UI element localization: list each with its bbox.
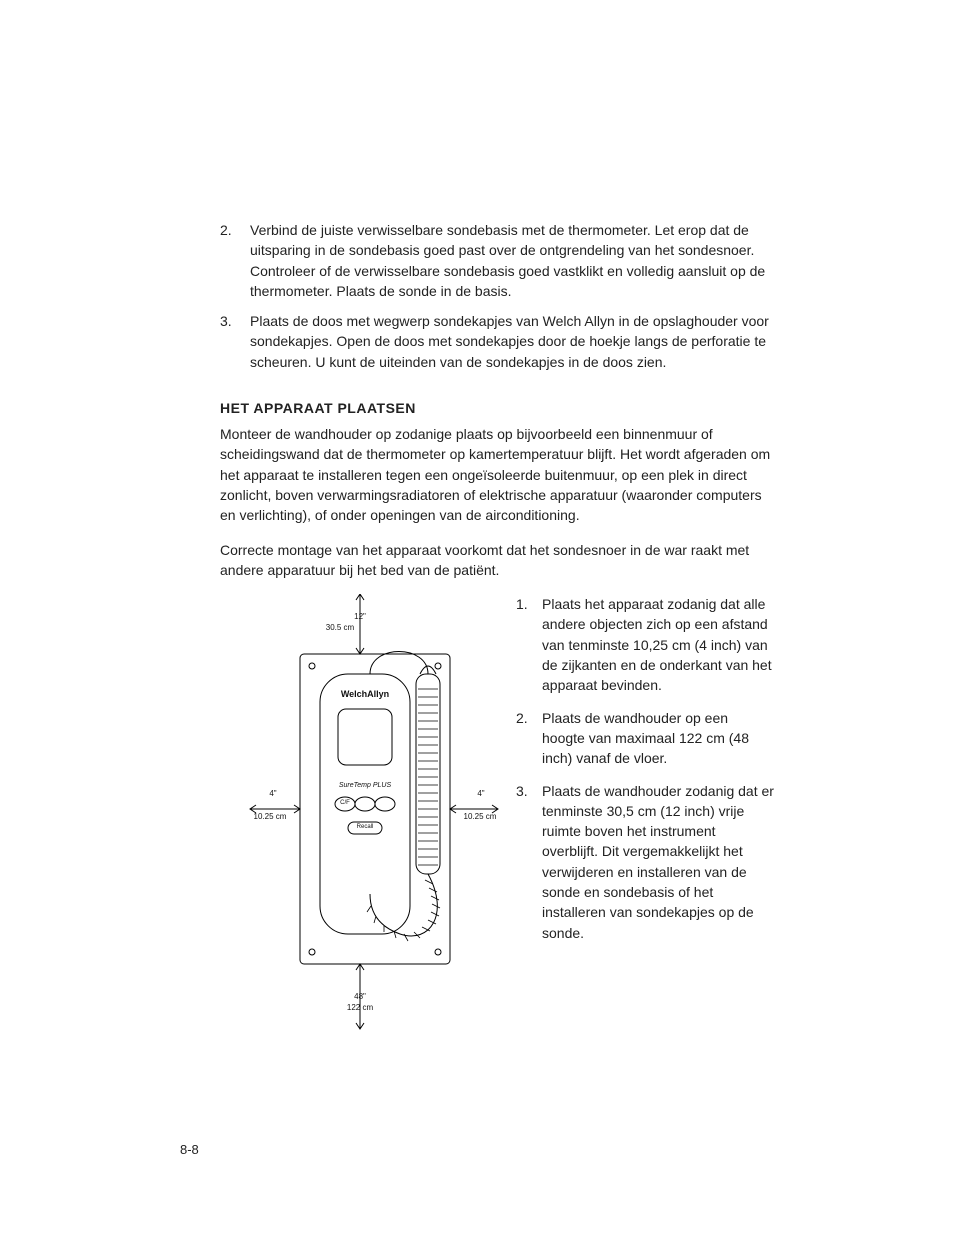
diagram-svg [220,594,500,1074]
dim-bottom-cm: 122 cm [332,1003,388,1012]
dim-right-cm: 10.25 cm [450,812,510,821]
recall-button-label: Recall [350,824,380,831]
list-item: 2. Plaats de wandhouder op een hoogte va… [516,708,774,769]
paragraph: Correcte montage van het apparaat voorko… [220,540,774,581]
page-number: 8-8 [180,1142,199,1157]
placement-steps: 1. Plaats het apparaat zodanig dat alle … [500,594,774,1074]
cf-button-label: C/F [336,800,354,807]
list-item: 1. Plaats het apparaat zodanig dat alle … [516,594,774,695]
document-page: 2. Verbind de juiste verwisselbare sonde… [0,0,954,1235]
list-item: 2. Verbind de juiste verwisselbare sonde… [220,220,774,301]
list-number: 3. [516,781,542,943]
device-brand: WelchAllyn [330,689,400,699]
list-item: 3. Plaats de doos met wegwerp sondekapje… [220,311,774,372]
list-text: Plaats de wandhouder zodanig dat er tenm… [542,781,774,943]
list-text: Plaats de wandhouder op een hoogte van m… [542,708,774,769]
dim-left-inches: 4" [248,789,298,798]
list-number: 2. [516,708,542,769]
dim-right-inches: 4" [456,789,506,798]
figure-column: 12" 30.5 cm 4" 10.25 cm 4" 10.25 cm 48" … [220,594,500,1074]
list-text: Verbind de juiste verwisselbare sondebas… [250,220,774,301]
dim-top-cm: 30.5 cm [320,623,360,632]
section-heading: HET APPARAAT PLAATSEN [220,400,774,416]
figure-row: 12" 30.5 cm 4" 10.25 cm 4" 10.25 cm 48" … [220,594,774,1074]
list-number: 3. [220,311,250,372]
list-text: Plaats het apparaat zodanig dat alle and… [542,594,774,695]
mounting-diagram: 12" 30.5 cm 4" 10.25 cm 4" 10.25 cm 48" … [220,594,500,1074]
dim-bottom-inches: 48" [338,992,382,1001]
list-number: 2. [220,220,250,301]
paragraph: Monteer de wandhouder op zodanige plaats… [220,424,774,525]
list-item: 3. Plaats de wandhouder zodanig dat er t… [516,781,774,943]
list-number: 1. [516,594,542,695]
pre-heading-list: 2. Verbind de juiste verwisselbare sonde… [220,220,774,372]
dim-left-cm: 10.25 cm [240,812,300,821]
device-model: SureTemp PLUS [330,782,400,790]
dim-top-inches: 12" [330,612,390,621]
list-text: Plaats de doos met wegwerp sondekapjes v… [250,311,774,372]
